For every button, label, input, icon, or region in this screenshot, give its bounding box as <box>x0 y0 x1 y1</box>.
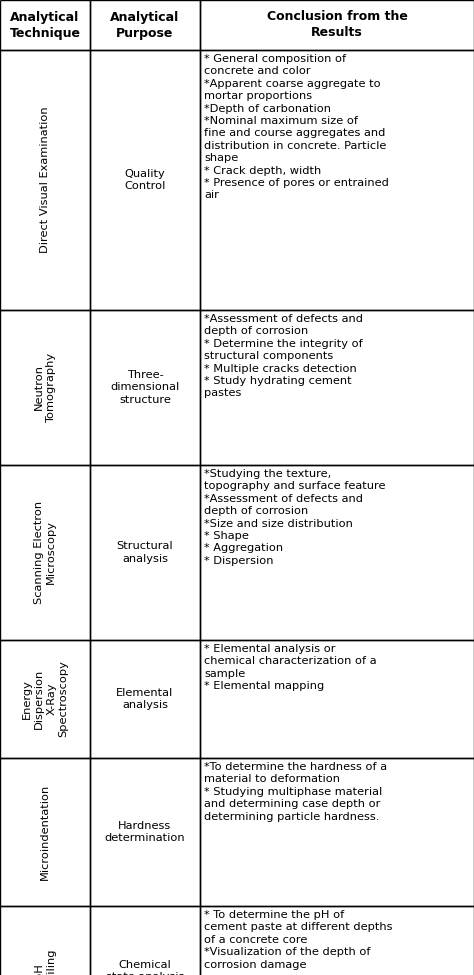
Text: Energy
Dispersion
X-Ray
Spectroscopy: Energy Dispersion X-Ray Spectroscopy <box>21 661 69 737</box>
Text: * General composition of
concrete and color
*Apparent coarse aggregate to
mortar: * General composition of concrete and co… <box>204 54 389 201</box>
Text: Hardness
determination: Hardness determination <box>105 821 185 843</box>
Text: Analytical
Technique: Analytical Technique <box>9 11 81 40</box>
Text: Elemental
analysis: Elemental analysis <box>117 687 173 710</box>
Text: Analytical
Purpose: Analytical Purpose <box>110 11 180 40</box>
Text: Chemical
state analysis: Chemical state analysis <box>106 959 184 975</box>
Text: pH
Profiling: pH Profiling <box>34 948 56 975</box>
Text: *To determine the hardness of a
material to deformation
* Studying multiphase ma: *To determine the hardness of a material… <box>204 762 387 822</box>
Text: *Assessment of defects and
depth of corrosion
* Determine the integrity of
struc: *Assessment of defects and depth of corr… <box>204 314 363 399</box>
Text: Neutron
Tomography: Neutron Tomography <box>34 352 56 422</box>
Text: Three-
dimensional
structure: Three- dimensional structure <box>110 370 180 405</box>
Text: * To determine the pH of
cement paste at different depths
of a concrete core
*Vi: * To determine the pH of cement paste at… <box>204 910 392 969</box>
Text: * Elemental analysis or
chemical characterization of a
sample
* Elemental mappin: * Elemental analysis or chemical charact… <box>204 644 377 691</box>
Text: Quality
Control: Quality Control <box>124 169 166 191</box>
Text: Structural
analysis: Structural analysis <box>117 541 173 564</box>
Text: Conclusion from the
Results: Conclusion from the Results <box>266 11 408 40</box>
Text: Scanning Electron
Microscopy: Scanning Electron Microscopy <box>34 501 56 604</box>
Text: Direct Visual Examination: Direct Visual Examination <box>40 106 50 254</box>
Text: Microindentation: Microindentation <box>40 784 50 880</box>
Text: *Studying the texture,
topography and surface feature
*Assessment of defects and: *Studying the texture, topography and su… <box>204 469 385 566</box>
